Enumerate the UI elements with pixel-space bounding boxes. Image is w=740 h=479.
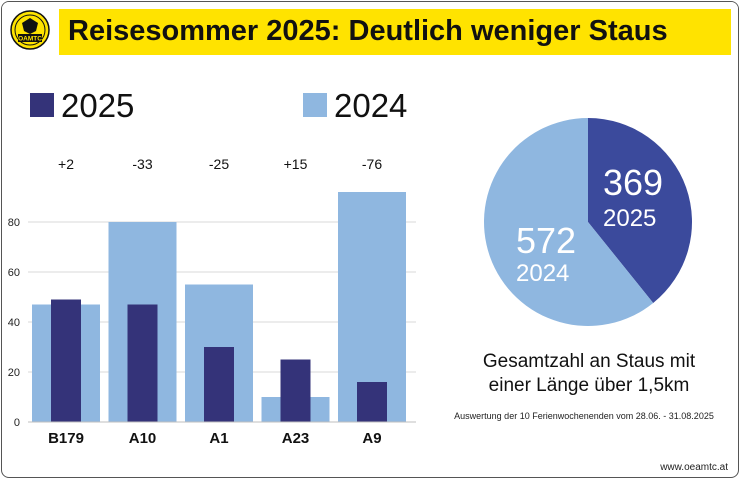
bar-2025-a1 (204, 347, 234, 422)
header: OAMTC Reisesommer 2025: Deutlich weniger… (2, 2, 738, 59)
pie-value-2024: 572 (516, 220, 577, 261)
bar-chart: 0 20 40 60 80 B179 A10 A1 A23 A9 (8, 192, 416, 447)
legend-label-2024: 2024 (334, 87, 408, 124)
website-url: www.oeamtc.at (660, 462, 728, 473)
difference-label: -33 (132, 156, 153, 172)
difference-label: +15 (283, 156, 308, 172)
pie-slice-2024 (484, 118, 654, 326)
pie-chart (484, 118, 692, 326)
bar-2025-a23 (280, 359, 311, 422)
x-tick-label: A1 (209, 430, 228, 447)
svg-text:OAMTC: OAMTC (18, 36, 42, 43)
y-tick-label: 0 (14, 417, 20, 429)
bar-2025-b179 (51, 299, 81, 422)
legend-swatch-2025 (30, 93, 54, 117)
oeamtc-logo: OAMTC (10, 10, 50, 50)
x-tick-label: A23 (282, 430, 310, 447)
bar-2025-a10 (127, 304, 158, 422)
pie-label-2024: 2024 (516, 260, 570, 287)
legend-swatch-2024 (303, 93, 327, 117)
footnote: Auswertung der 10 Ferienwochenenden vom … (454, 411, 714, 421)
y-tick-label: 20 (8, 367, 20, 379)
pie-caption: Gesamtzahl an Staus mit einer Länge über… (462, 350, 716, 398)
x-tick-label: A10 (129, 430, 157, 447)
difference-label: -25 (208, 156, 230, 172)
title-bar: Reisesommer 2025: Deutlich weniger Staus (59, 9, 731, 55)
pie-slice-2025 (588, 118, 692, 304)
x-tick-label: A9 (362, 430, 381, 447)
pie-value-2025: 369 (603, 162, 664, 203)
y-tick-label: 60 (8, 267, 20, 279)
difference-label: +2 (58, 156, 74, 172)
caption-line-1: Gesamtzahl an Staus mit (482, 351, 696, 372)
legend-label-2025: 2025 (61, 87, 135, 124)
caption-line-2: einer Länge über 1,5km (488, 375, 690, 396)
bar-2025-a9 (357, 382, 387, 422)
difference-label: -76 (361, 156, 383, 172)
y-tick-label: 40 (8, 317, 20, 329)
x-tick-label: B179 (48, 430, 84, 447)
page-title: Reisesommer 2025: Deutlich weniger Staus (68, 15, 668, 47)
pie-label-2025: 2025 (603, 205, 657, 232)
y-tick-label: 80 (8, 217, 20, 229)
